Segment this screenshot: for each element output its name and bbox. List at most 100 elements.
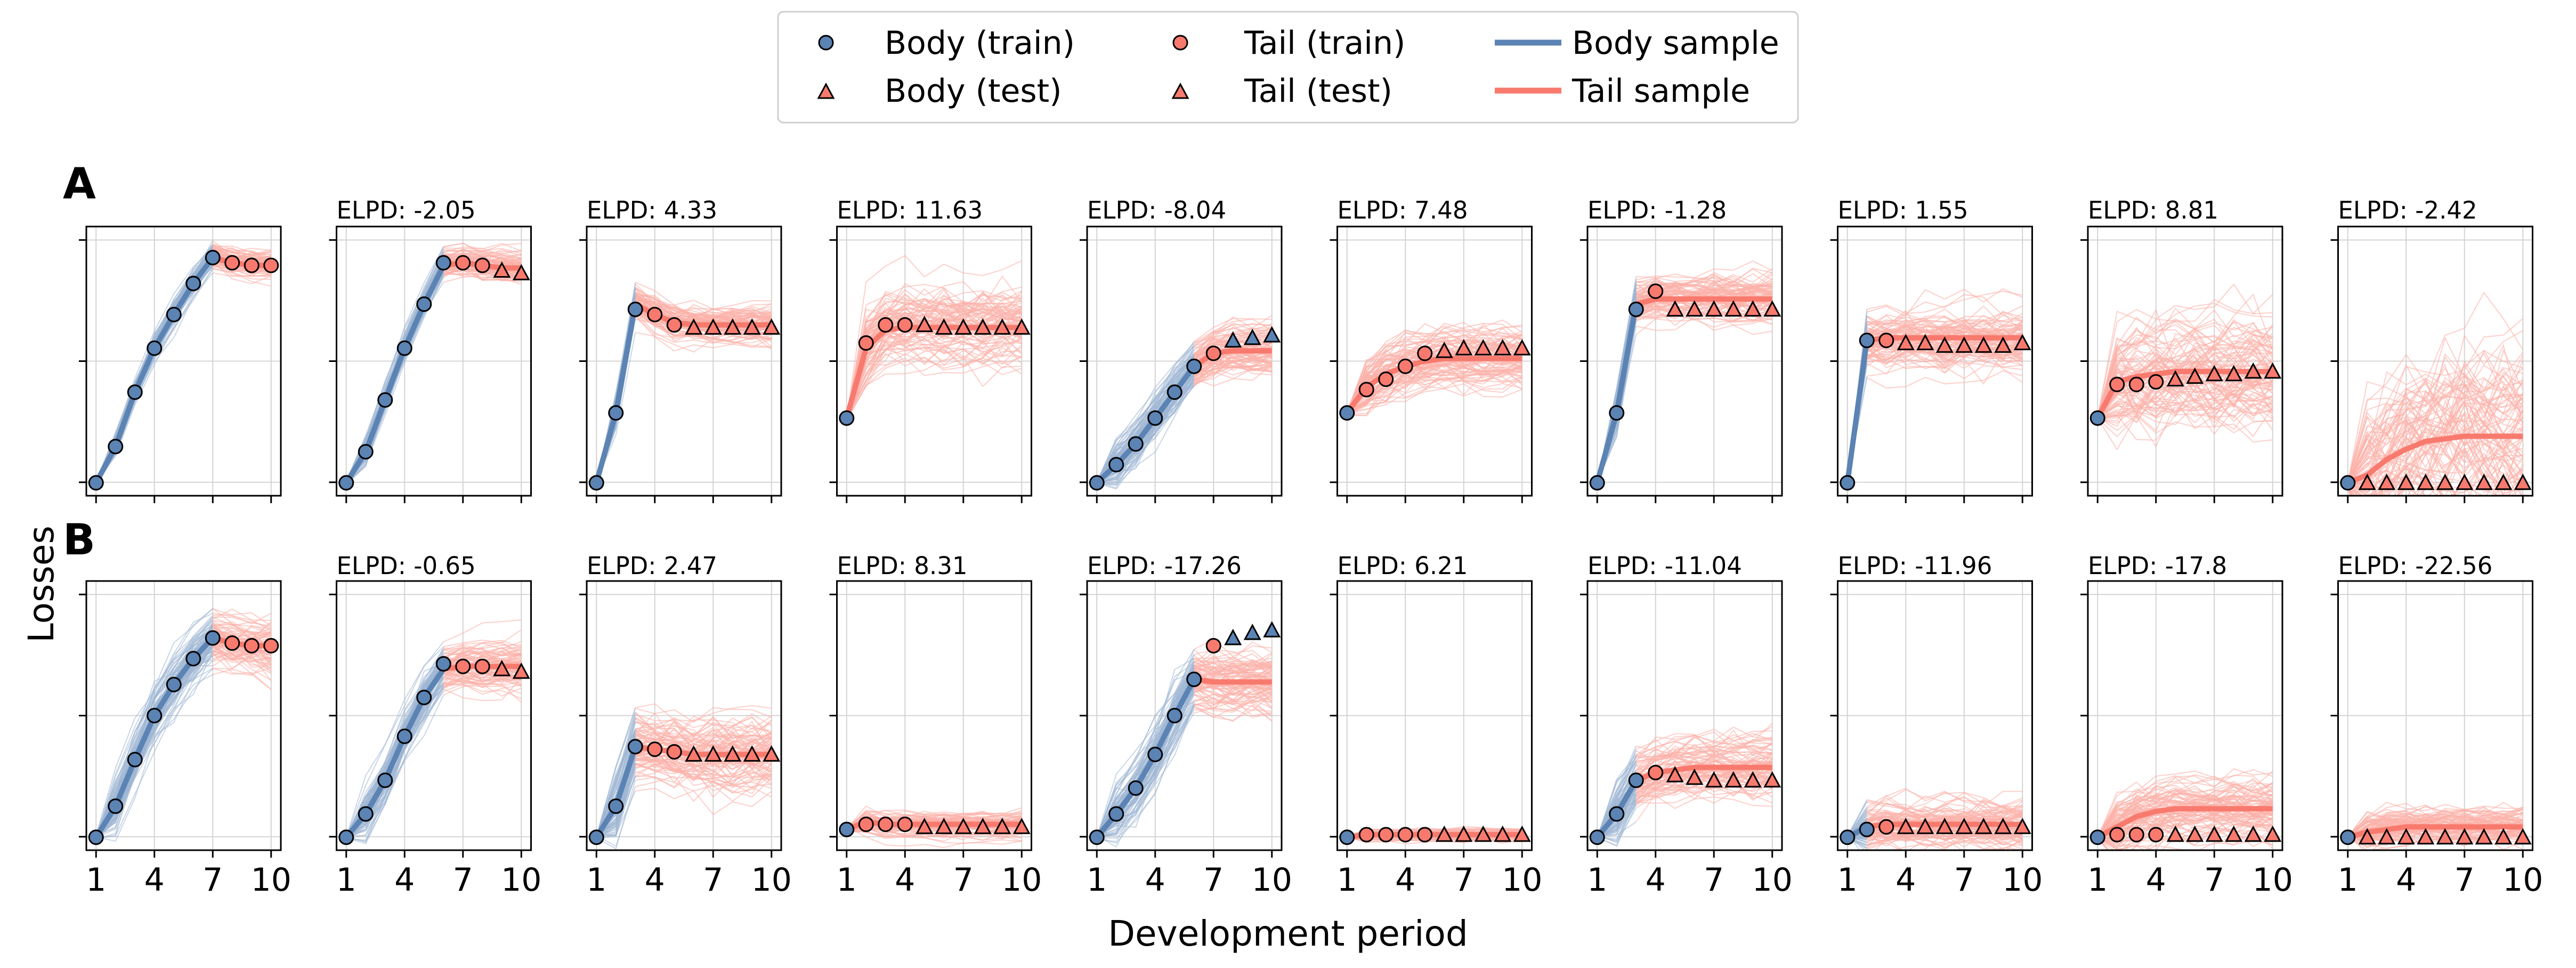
panel-frame — [1586, 225, 1783, 497]
panel-B-6: 1 4 7 10 ELPD: 6.21 — [1330, 552, 1542, 899]
test-point — [1513, 825, 1531, 842]
test-point — [685, 745, 703, 762]
tail-sample-path — [2097, 392, 2273, 425]
tail-sample-path — [213, 624, 271, 630]
tail-sample-path — [443, 669, 522, 689]
test-point — [993, 818, 1011, 834]
tail-sample-path — [212, 668, 272, 690]
test-point — [2264, 825, 2282, 842]
test-point — [993, 318, 1011, 335]
body-train-point — [166, 676, 182, 692]
tail-sample-path — [1636, 306, 1773, 322]
x-tick-label: 10 — [501, 861, 541, 899]
tail-sample-path — [2347, 440, 2523, 496]
tail-sample-path — [2347, 400, 2523, 482]
tail-sample-path — [635, 746, 772, 769]
tail-sample-path — [2347, 832, 2523, 847]
body-train-point — [1128, 780, 1144, 796]
tail-sample-path — [1866, 314, 2023, 330]
tail-sample-path — [443, 248, 522, 254]
panel-plot-area — [2347, 802, 2523, 850]
panel-A-6: ELPD: 7.48 — [1330, 196, 1533, 503]
tail-sample-path — [1866, 288, 2023, 317]
body-train-point — [627, 301, 643, 317]
test-point — [1763, 300, 1781, 317]
panel-B-4: 1 4 7 10 ELPD: 8.31 — [829, 552, 1042, 899]
body-sample-path — [95, 620, 213, 835]
x-tick-label: 10 — [1001, 861, 1042, 899]
body-sample-path — [1096, 342, 1195, 483]
tail-sample-path — [2347, 375, 2523, 484]
tail-train-point — [858, 816, 874, 832]
test-point — [493, 261, 511, 278]
tail-sample-path — [846, 330, 1022, 418]
x-tick-label: 7 — [703, 861, 723, 899]
elpd-label: ELPD: -11.96 — [1838, 552, 1992, 580]
tail-sample-path — [2097, 813, 2273, 844]
tail-sample-path — [2097, 775, 2273, 838]
elpd-label: ELPD: -17.8 — [2088, 552, 2227, 580]
legend: Body (train) Body (test) Tail (train) Ta… — [777, 11, 1799, 124]
x-tick-label: 4 — [2396, 861, 2416, 899]
tail-sample-path — [1867, 801, 2023, 818]
tail-train-point — [878, 816, 894, 832]
tail-sample-path — [2097, 781, 2273, 838]
body-sample-path — [596, 708, 636, 837]
tail-sample-path — [846, 320, 1022, 418]
test-point — [1705, 300, 1723, 317]
tail-sample-path — [2097, 388, 2273, 427]
body-train-point — [1628, 772, 1644, 788]
body-train-point — [1186, 358, 1202, 374]
test-point — [1935, 336, 1954, 353]
tail-sample-path — [846, 826, 1022, 840]
tail-train-point — [474, 658, 490, 674]
tail-train-point — [474, 257, 490, 273]
tail-sample-path — [1347, 836, 1522, 844]
body-train-point — [1089, 475, 1105, 491]
x-tick-label: 7 — [1704, 861, 1724, 899]
tail-sample-path — [1346, 353, 1522, 414]
test-point — [2475, 473, 2493, 490]
test-point — [2225, 825, 2243, 842]
elpd-label: ELPD: -2.42 — [2338, 196, 2477, 224]
tail-sample-path — [443, 640, 522, 655]
tail-sample-path — [1194, 707, 1272, 721]
tail-sample-path — [2097, 319, 2273, 418]
tail-train-point — [666, 744, 682, 760]
tail-sample-path — [212, 643, 272, 675]
tail-sample-path — [1194, 701, 1273, 716]
test-point — [1224, 628, 1242, 646]
body-train-point — [205, 630, 221, 646]
tail-sample-path — [635, 746, 772, 780]
row-label-B: B — [63, 515, 95, 564]
tail-sample-path — [1347, 383, 1522, 413]
panel-B-8: 1 4 7 10 ELPD: -11.96 — [1830, 552, 2043, 899]
tail-sample-path — [443, 682, 522, 694]
tail-sample-path — [443, 274, 522, 283]
tail-train-point — [1205, 345, 1221, 361]
tail-sample-path — [2347, 429, 2484, 496]
tail-sample-path — [2347, 364, 2524, 488]
tail-sample-path — [846, 357, 1022, 421]
body-train-point — [1089, 829, 1105, 845]
body-train-point — [1589, 475, 1605, 491]
legend-frame — [777, 11, 1799, 124]
tail-sample-path — [1635, 795, 1772, 809]
tail-sample-path — [2097, 818, 2273, 849]
panel-frame — [336, 580, 532, 851]
x-tick-label: 7 — [1954, 861, 1974, 899]
panel-frame — [1086, 225, 1283, 497]
tail-sample-path — [846, 297, 1022, 416]
tail-sample-path — [2097, 380, 2273, 420]
body-train-point — [1108, 457, 1124, 473]
tail-sample-path — [846, 287, 1022, 418]
test-point — [1897, 334, 1915, 351]
body-train-point — [166, 306, 182, 322]
test-point — [1474, 339, 1492, 356]
tail-sample-path — [1194, 654, 1273, 671]
body-train-point — [147, 708, 163, 723]
tail-sample-path — [635, 776, 772, 802]
panel-A-3: ELPD: 4.33 — [579, 196, 782, 503]
legend-label-tail-sample: Tail sample — [1571, 72, 1750, 110]
tail-sample-path — [1194, 364, 1273, 386]
